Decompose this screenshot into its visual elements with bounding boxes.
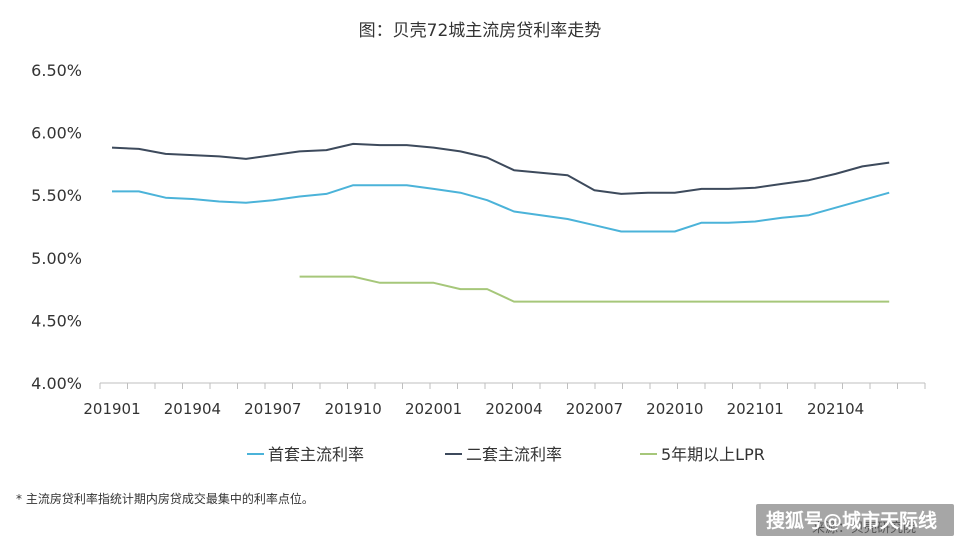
y-tick-label: 6.50% <box>31 61 82 80</box>
watermark-backdrop <box>756 504 954 536</box>
series-line-2 <box>111 142 890 195</box>
y-tick-label: 5.00% <box>31 249 82 268</box>
source-label: 来源：贝壳研究院 <box>812 521 916 536</box>
x-tick-label: 202007 <box>566 400 623 418</box>
y-axis: 4.00% 4.50% 5.00% 5.50% 6.00% 6.50% <box>31 61 82 393</box>
legend: 首套主流利率 二套主流利率 5年期以上LPR <box>247 445 765 464</box>
x-tick-label: 201910 <box>325 400 382 418</box>
y-tick-label: 5.50% <box>31 186 82 205</box>
series-line-3 <box>299 275 890 303</box>
y-tick-label: 6.00% <box>31 124 82 143</box>
y-tick-label: 4.00% <box>31 374 82 393</box>
y-tick-label: 4.50% <box>31 311 82 330</box>
legend-label: 5年期以上LPR <box>661 445 765 464</box>
x-tick-label: 202104 <box>807 400 864 418</box>
series-line-1 <box>112 184 890 233</box>
legend-label: 二套主流利率 <box>466 445 562 464</box>
x-tick-label: 202001 <box>405 400 462 418</box>
footnote: * 主流房贷利率指统计期内房贷成交最集中的利率点位。 <box>16 491 314 506</box>
legend-label: 首套主流利率 <box>268 445 364 464</box>
plot-area <box>111 142 890 303</box>
x-tick-label: 201907 <box>244 400 301 418</box>
x-tick-label: 201901 <box>83 400 140 418</box>
watermark: 搜狐号@城市天际线 <box>766 509 937 532</box>
x-tick-label: 201904 <box>164 400 221 418</box>
x-tick-label: 202101 <box>727 400 784 418</box>
x-axis: 201901 201904 201907 201910 202001 202004 2020… <box>83 382 926 418</box>
x-tick-label: 202004 <box>485 400 542 418</box>
x-tick-label: 202010 <box>646 400 703 418</box>
chart-title: 图：贝壳72城主流房贷利率走势 <box>359 21 602 41</box>
